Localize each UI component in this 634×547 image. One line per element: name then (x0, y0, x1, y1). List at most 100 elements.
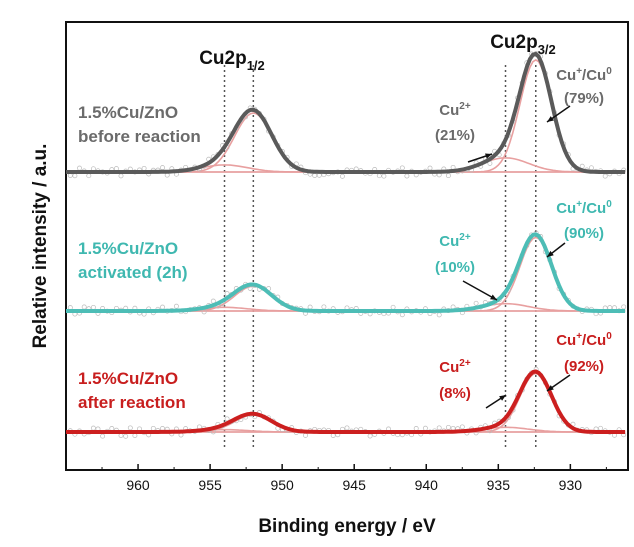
annotation-arrow (462, 280, 498, 301)
arrow-head (499, 395, 506, 401)
data-point (141, 165, 147, 171)
data-point (344, 425, 350, 431)
data-point (100, 433, 106, 439)
series-label-line: after reaction (78, 393, 186, 412)
spectrum-3 (66, 366, 627, 439)
cu2-ion: Cu (439, 102, 459, 119)
cu2-label: Cu2+ (439, 232, 471, 250)
cu2-label: Cu2+ (439, 358, 471, 376)
data-point (90, 304, 96, 310)
data-point (109, 426, 115, 431)
peak-header-sub: 3/2 (538, 42, 556, 57)
peak-header: Cu2p1/2 (199, 48, 265, 73)
cu0-ion: /Cu (582, 200, 606, 217)
data-point (224, 416, 230, 422)
data-point (445, 424, 451, 430)
data-point (330, 433, 336, 438)
data-point (367, 433, 373, 439)
cu2-superscript: 2+ (459, 232, 471, 243)
arrow-head (547, 250, 554, 257)
data-point (127, 425, 133, 431)
x-axis-ticks: 960 955 950 945 940 935 930 (101, 464, 607, 493)
series-label-line: before reaction (78, 127, 201, 146)
data-point (321, 304, 327, 310)
cu0-superscript: 0 (606, 199, 612, 210)
arrow-head (485, 153, 492, 159)
data-point (376, 173, 382, 179)
peak-header-main: Cu2p (490, 32, 538, 53)
cu1-label: Cu+/Cu0 (556, 331, 612, 349)
x-tick-label: 960 (126, 477, 150, 493)
cu1-superscript: + (576, 66, 582, 77)
cu2-label: Cu2+ (439, 101, 471, 119)
plot-frame (65, 21, 629, 471)
cu1-superscript: + (576, 199, 582, 210)
cu1-percent: (90%) (564, 225, 604, 242)
data-point (150, 425, 156, 431)
cu0-superscript: 0 (606, 331, 612, 342)
data-point (579, 163, 585, 169)
data-point (427, 165, 433, 171)
data-point (118, 173, 124, 179)
data-point (160, 304, 165, 310)
data-point (132, 433, 138, 438)
annotations: Cu2+(21%)Cu+/Cu0(79%)Cu2+(10%)Cu+/Cu0(90… (435, 66, 612, 409)
data-point (621, 304, 627, 310)
series-labels: 1.5%Cu/ZnO before reaction 1.5%Cu/ZnO activ… (78, 103, 201, 412)
data-point (445, 173, 451, 179)
cu0-superscript: 0 (606, 66, 612, 77)
x-tick-label: 940 (415, 477, 439, 493)
cu1-ion: Cu (556, 67, 576, 84)
data-point (173, 303, 179, 309)
x-tick-label: 930 (559, 477, 583, 493)
data-point (390, 304, 396, 310)
x-axis-title: Binding energy / eV (258, 516, 436, 537)
cu2-percent: (10%) (435, 259, 475, 276)
data-point (90, 425, 96, 431)
data-point (307, 304, 313, 310)
series-label-line: 1.5%Cu/ZnO (78, 239, 178, 258)
data-point (436, 312, 442, 318)
data-point (381, 173, 387, 179)
data-point (118, 433, 124, 438)
peak-header: Cu2p3/2 (490, 32, 556, 57)
cu2-superscript: 2+ (459, 358, 471, 369)
arrow-head (547, 385, 554, 391)
data-point (72, 173, 78, 179)
data-point (602, 173, 608, 179)
data-point (67, 173, 73, 178)
data-point (459, 424, 465, 430)
data-point (123, 433, 129, 439)
data-point (588, 165, 594, 171)
data-point (598, 425, 604, 431)
data-point (436, 425, 442, 431)
cu2-percent: (21%) (435, 127, 475, 144)
x-tick-label: 950 (270, 477, 294, 493)
data-point (339, 173, 345, 179)
envelope-line (66, 369, 626, 434)
peak-headers: Cu2p1/2 Cu2p3/2 (199, 32, 556, 73)
cu1-superscript: + (576, 331, 582, 342)
cu2-ion: Cu (439, 359, 459, 376)
series-label-line: 1.5%Cu/ZnO (78, 103, 178, 122)
cu1-label: Cu+/Cu0 (556, 199, 612, 217)
envelope-line (66, 51, 626, 174)
cu2-percent: (8%) (439, 385, 471, 402)
data-point (399, 165, 405, 171)
data-point (413, 426, 419, 431)
series-label-line: 1.5%Cu/ZnO (78, 369, 178, 388)
data-point (404, 173, 410, 179)
cu2-ion: Cu (439, 233, 459, 250)
data-point (201, 309, 207, 315)
arrow-head (547, 116, 554, 122)
cu2-superscript: 2+ (459, 101, 471, 112)
data-point (473, 300, 479, 306)
data-point (86, 173, 92, 179)
cu0-ion: /Cu (582, 332, 606, 349)
x-tick-label: 955 (198, 477, 222, 493)
cu1-ion: Cu (556, 332, 576, 349)
cu0-ion: /Cu (582, 67, 606, 84)
spectra (66, 51, 627, 439)
y-axis-title: Relative intensity / a.u. (30, 144, 51, 349)
